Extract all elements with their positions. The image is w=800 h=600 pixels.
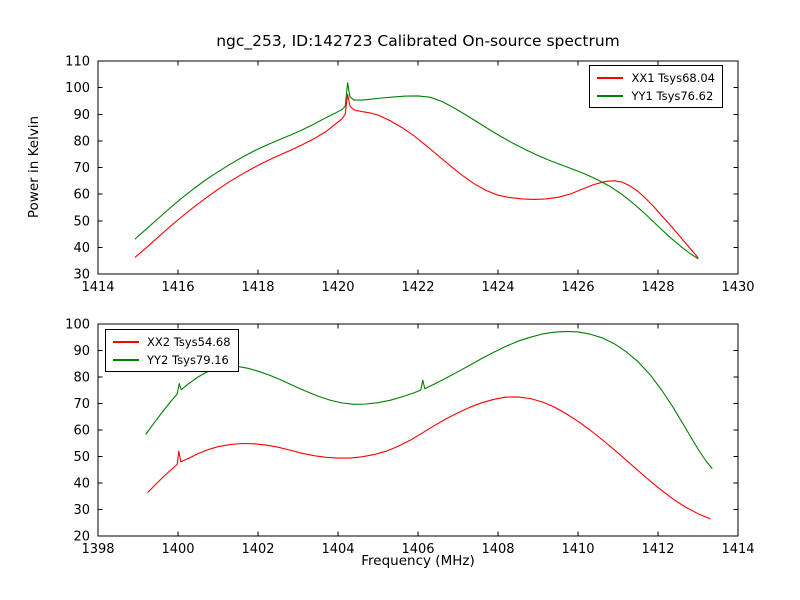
legend-top-plot: XX1 Tsys68.04 YY1 Tsys76.62 bbox=[589, 65, 723, 108]
x-tick-label: 1404 bbox=[321, 542, 354, 557]
y-tick-label: 100 bbox=[65, 81, 90, 96]
y-tick-label: 40 bbox=[73, 241, 90, 256]
x-tick-label: 1422 bbox=[401, 280, 434, 295]
y-tick-label: 100 bbox=[65, 318, 90, 333]
top-spectrum-axes: 1414 1416 1418 1420 1422 1424 1426 1428 1430 30 40… bbox=[65, 55, 754, 296]
y-tick-label: 70 bbox=[73, 397, 90, 412]
series-yy1-line bbox=[134, 82, 699, 260]
x-tick-label: 1420 bbox=[321, 280, 354, 295]
y-tick-label: 40 bbox=[73, 477, 90, 492]
legend-entry-yy2: YY2 Tsys79.16 bbox=[113, 351, 231, 368]
x-tick-label: 1402 bbox=[241, 542, 274, 557]
legend-entry-yy1: YY1 Tsys76.62 bbox=[597, 87, 715, 104]
x-tick-label: 1426 bbox=[561, 280, 594, 295]
x-tick-label: 1414 bbox=[81, 280, 114, 295]
x-tick-label: 1430 bbox=[721, 280, 754, 295]
legend-line-yy2 bbox=[113, 358, 139, 361]
y-tick-label: 110 bbox=[65, 55, 90, 70]
y-tick-label: 60 bbox=[73, 188, 90, 203]
plot-title: ngc_253, ID:142723 Calibrated On-source … bbox=[216, 32, 620, 50]
legend-entry-xx1: XX1 Tsys68.04 bbox=[597, 69, 715, 86]
legend-label-yy1: YY1 Tsys76.62 bbox=[631, 88, 714, 103]
x-axis-label: Frequency (MHz) bbox=[361, 553, 475, 569]
series-xx1-line bbox=[134, 93, 699, 259]
y-tick-label: 30 bbox=[73, 503, 90, 518]
x-tick-label: 1410 bbox=[561, 542, 594, 557]
legend-line-yy1 bbox=[597, 94, 624, 97]
x-tick-label: 1412 bbox=[641, 542, 674, 557]
legend-bottom-plot: XX2 Tsys54.68 YY2 Tsys79.16 bbox=[105, 329, 239, 372]
series-xx2-line bbox=[147, 396, 711, 520]
legend-label-xx1: XX1 Tsys68.04 bbox=[631, 70, 715, 85]
y-tick-label: 60 bbox=[73, 424, 90, 439]
x-tick-label: 1418 bbox=[241, 280, 274, 295]
x-tick-label: 1398 bbox=[81, 542, 114, 557]
y-tick-label: 30 bbox=[73, 268, 90, 283]
legend-label-xx2: XX2 Tsys54.68 bbox=[147, 334, 231, 349]
x-tick-label: 1400 bbox=[161, 542, 194, 557]
y-tick-label: 70 bbox=[73, 161, 90, 176]
x-tick-label: 1408 bbox=[481, 542, 514, 557]
legend-line-xx1 bbox=[597, 76, 624, 79]
y-axis-label: Power in Kelvin bbox=[26, 115, 42, 219]
y-tick-label: 80 bbox=[73, 371, 90, 386]
legend-entry-xx2: XX2 Tsys54.68 bbox=[113, 333, 231, 350]
y-tick-label: 20 bbox=[73, 530, 90, 545]
y-tick-label: 50 bbox=[73, 450, 90, 465]
y-tick-label: 90 bbox=[73, 344, 90, 359]
x-tick-label: 1416 bbox=[161, 280, 194, 295]
y-tick-label: 50 bbox=[73, 214, 90, 229]
x-tick-label: 1424 bbox=[481, 280, 514, 295]
legend-line-xx2 bbox=[113, 340, 139, 343]
x-tick-label: 1428 bbox=[641, 280, 674, 295]
x-tick-label: 1406 bbox=[401, 542, 434, 557]
legend-label-yy2: YY2 Tsys79.16 bbox=[147, 352, 229, 367]
x-tick-label: 1414 bbox=[721, 542, 754, 557]
y-tick-label: 90 bbox=[73, 108, 90, 123]
y-tick-label: 80 bbox=[73, 134, 90, 149]
